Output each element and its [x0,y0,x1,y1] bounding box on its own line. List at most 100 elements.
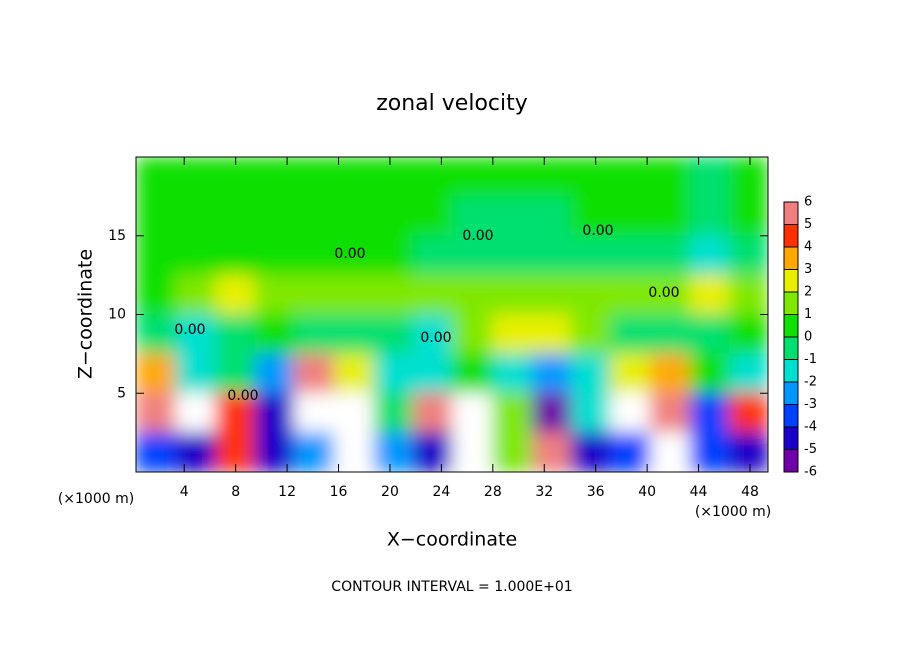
field-cell [531,195,572,237]
colorbar-label: 5 [804,217,812,232]
x-tick-label: 16 [330,484,348,500]
colorbar-band [784,247,798,270]
field-cell [412,314,453,355]
x-tick-label: 24 [432,484,450,500]
field-cell [609,195,651,237]
field-cell [293,195,335,237]
x-tick-label: 4 [180,484,189,500]
field-cell [254,195,295,237]
field-cell [728,157,768,197]
field-cell [175,432,217,472]
field-cell [451,235,493,276]
field-cell [175,195,217,237]
field-cell [136,274,177,315]
colorbar-band [784,449,798,472]
colorbar-label: 4 [804,240,812,255]
contour-labels: 0.00 0.00 0.00 0.00 0.00 0.00 0.00 [174,223,679,404]
field-cell [412,157,453,197]
field-cell [293,314,335,355]
colorbar-label: 6 [804,195,812,210]
colorbar-label: 0 [804,330,812,345]
field-cell [215,274,256,315]
contour-label: 0.00 [227,388,258,404]
x-tick-label: 36 [587,484,605,500]
field-cell [570,235,611,276]
field-cell [609,314,651,355]
field-cell [175,157,217,197]
field-cell [373,195,414,237]
field-cell [373,432,414,472]
field-cell [333,432,375,472]
field-cell [728,353,768,394]
field-cell [136,195,177,237]
colorbar-band [784,269,798,292]
field-cell [136,353,177,394]
field-cell [215,235,256,276]
x-tick-label: 40 [638,484,656,500]
field-cell [491,235,533,276]
colorbar-band [784,292,798,315]
field-cell [491,432,533,472]
colorbar-band [784,202,798,225]
field-cell [333,353,375,394]
field-cell [333,157,375,197]
field-cell [254,235,295,276]
x-axis-label: X−coordinate [387,529,517,551]
colorbar-band [784,427,798,450]
field-cell [531,314,572,355]
field [136,157,768,472]
field-cell [570,432,611,472]
field-cell [491,353,533,394]
field-cell [215,392,256,434]
field-cell [689,157,730,197]
field-cell [531,392,572,434]
field-cell [609,392,651,434]
field-cell [136,157,177,197]
colorbar-label: -1 [804,352,817,367]
field-cell [293,157,335,197]
field-cell [649,235,691,276]
field-cell [649,392,691,434]
field-cell [333,195,375,237]
field-cell [649,314,691,355]
field-cell [531,432,572,472]
colorbar-label: -3 [804,397,817,412]
field-cell [570,314,611,355]
colorbar-band [784,224,798,247]
field-cell [689,195,730,237]
contour-label: 0.00 [334,246,365,262]
field-cell [215,195,256,237]
field-cell [333,392,375,434]
field-cell [728,235,768,276]
field-cell [451,353,493,394]
field-cell [689,432,730,472]
x-tick-label: 20 [381,484,399,500]
field-cell [728,392,768,434]
field-cell [728,432,768,472]
field-cell [136,432,177,472]
field-cell [373,235,414,276]
y-tick-label: 10 [108,307,126,323]
field-cell [609,157,651,197]
colorbar-band [784,314,798,337]
field-cell [254,432,295,472]
field-cell [491,314,533,355]
field-cell [491,392,533,434]
field-cell [175,274,217,315]
field-cell [531,274,572,315]
chart-title: zonal velocity [376,91,528,116]
field-cell [136,314,177,355]
x-tick-label: 8 [231,484,240,500]
x-tick-label: 12 [278,484,296,500]
colorbar-label: -5 [804,442,817,457]
field-cell [215,314,256,355]
field-cell [649,195,691,237]
contour-label: 0.00 [648,285,679,301]
field-cell [254,353,295,394]
colorbar-band [784,337,798,360]
field-cell [373,392,414,434]
field-cell [649,157,691,197]
field-cell [293,392,335,434]
field-cell [728,314,768,355]
contour-label: 0.00 [174,322,205,338]
